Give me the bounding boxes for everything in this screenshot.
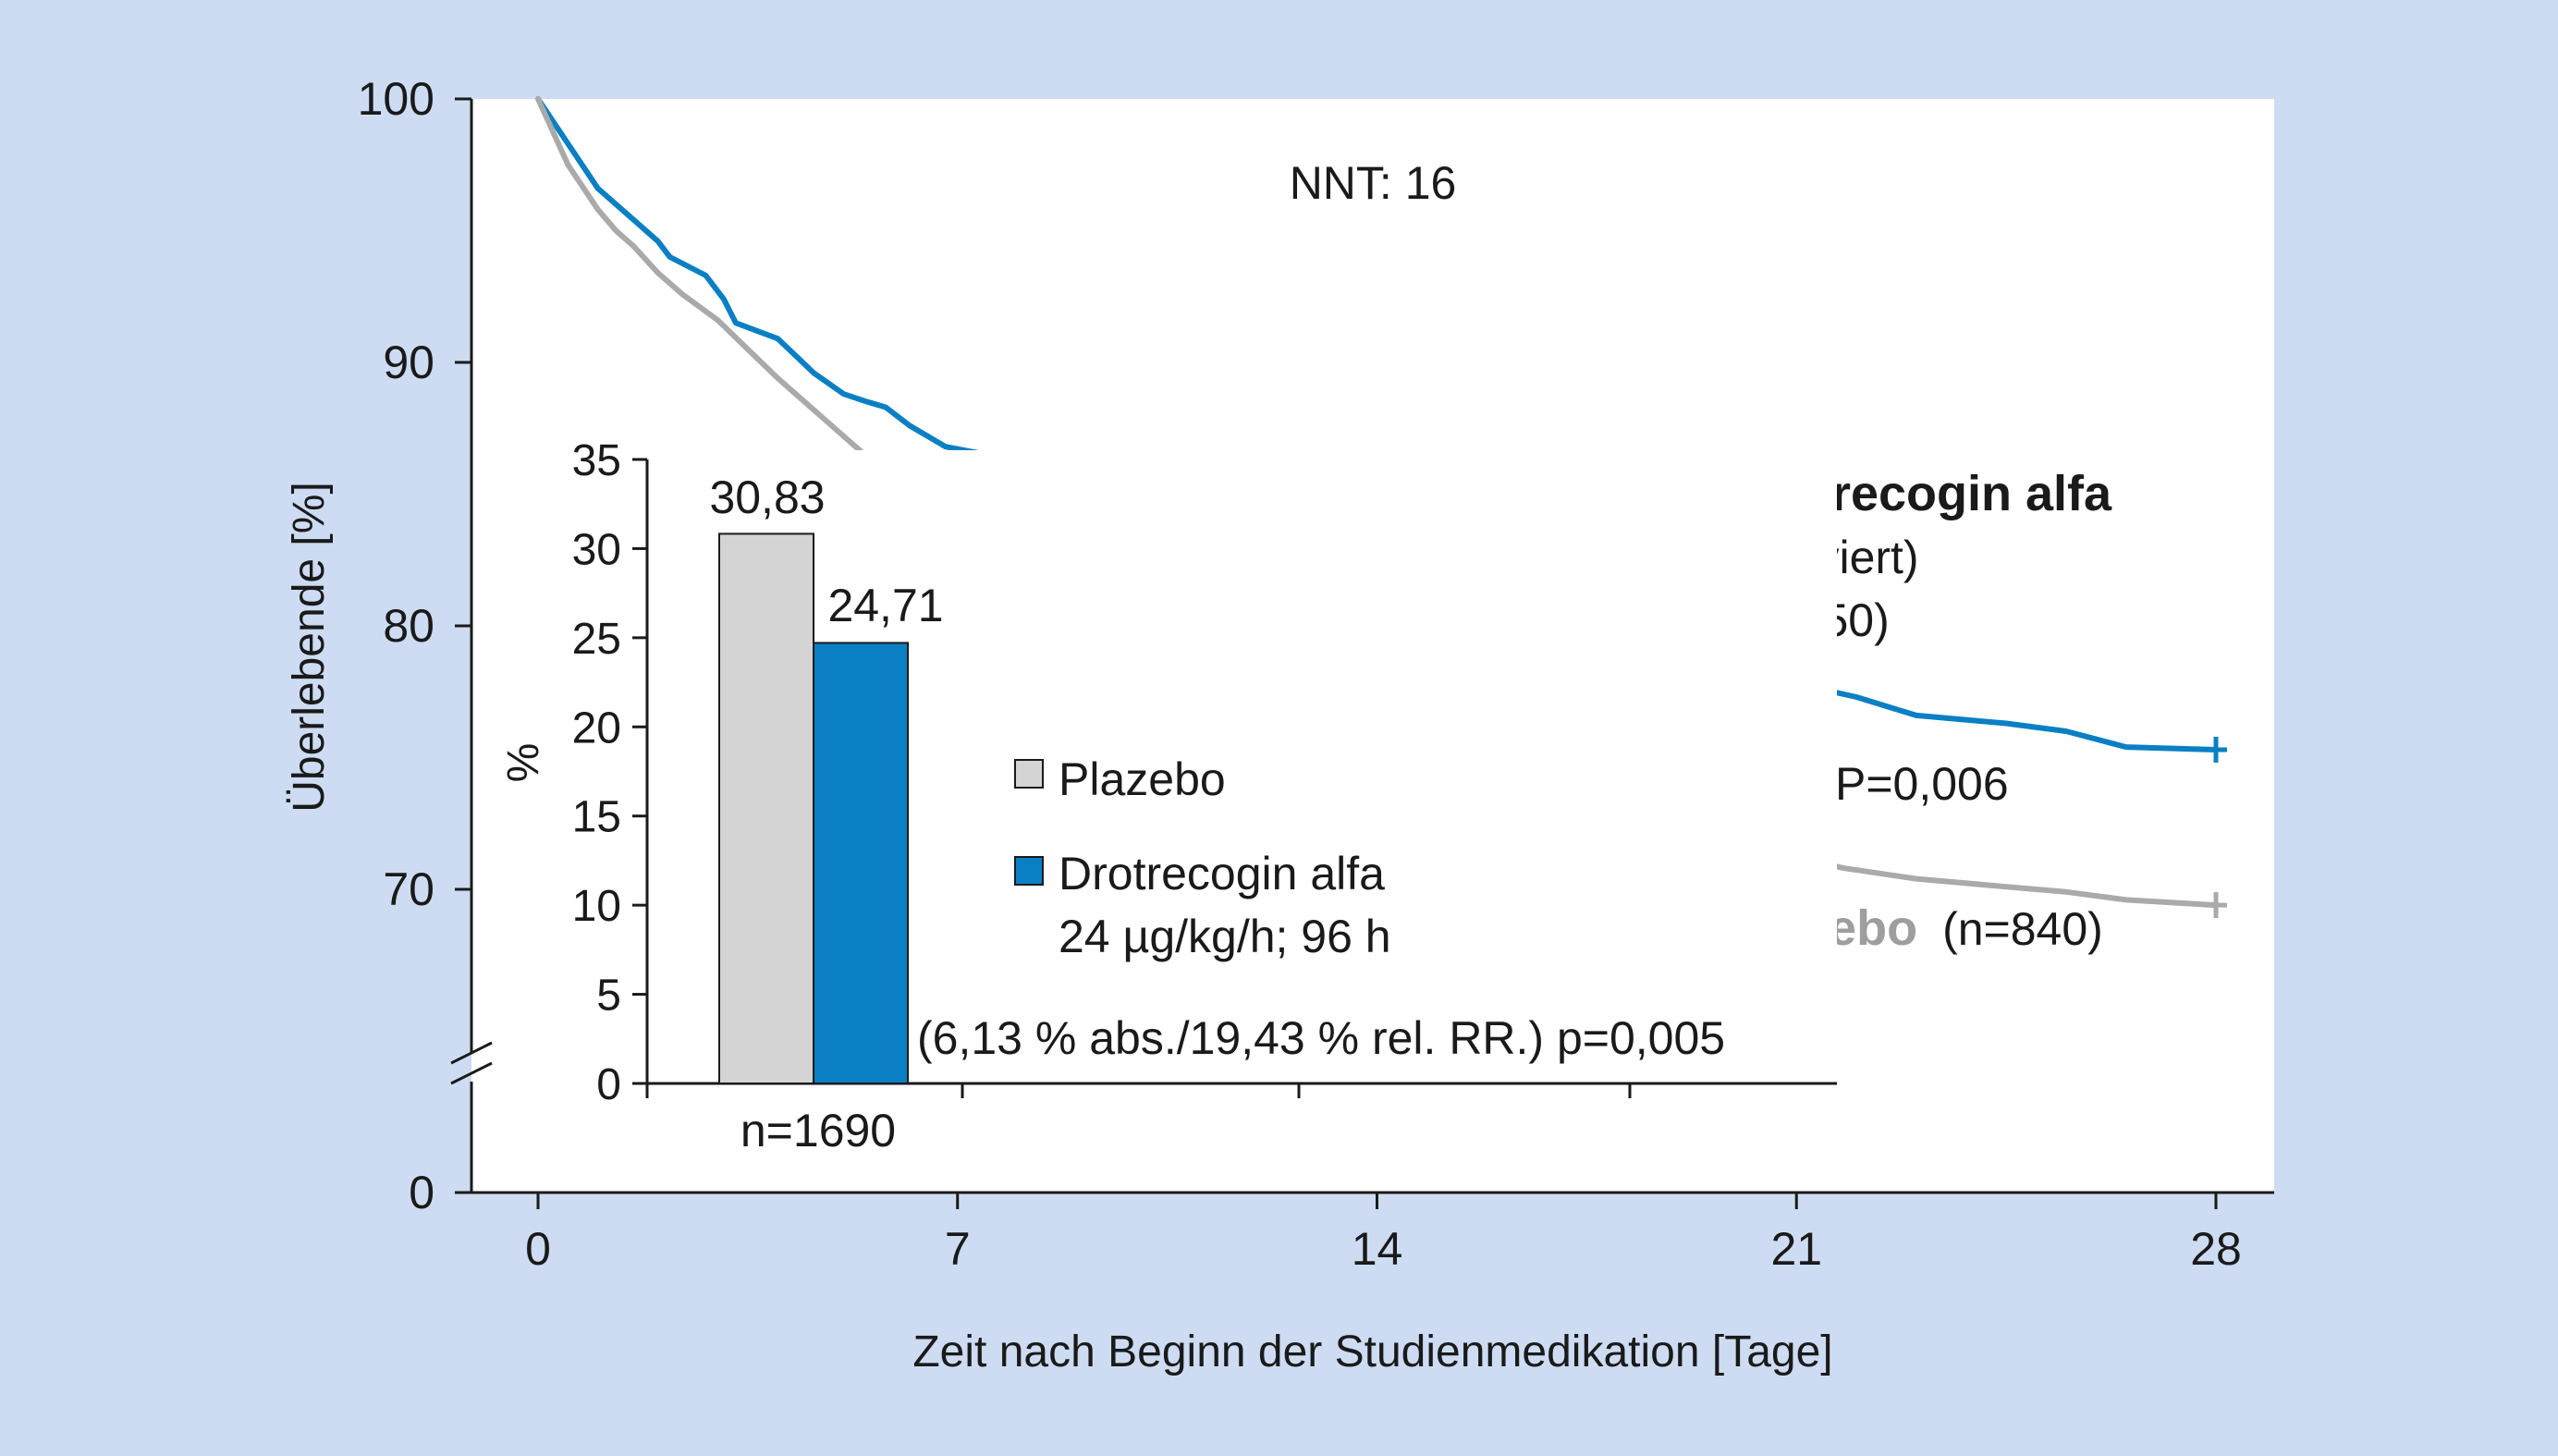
inset-y-tick-label: 25: [572, 615, 621, 664]
y-tick-label: 90: [383, 336, 434, 388]
x-tick-label: 14: [1352, 1223, 1403, 1275]
x-tick-label: 21: [1770, 1223, 1822, 1275]
inset-y-tick-label: 30: [572, 525, 621, 574]
inset-y-tick-label: 10: [572, 882, 621, 931]
inset-y-tick-label: 0: [596, 1060, 621, 1109]
x-axis-title: Zeit nach Beginn der Studienmedikation […: [912, 1328, 1832, 1376]
inset-y-tick-label: 15: [572, 793, 621, 842]
inset-annotation: (6,13 % abs./19,43 % rel. RR.) p=0,005: [917, 1012, 1725, 1064]
inset-y-tick-label: 35: [572, 436, 621, 485]
legend-swatch-plazebo: [1014, 759, 1044, 789]
legend-label-drotrecogin: Drotrecogin alfa: [1059, 848, 1385, 899]
inset-y-axis-title: %: [499, 743, 548, 783]
drotrecogin-censor-mark: [2205, 736, 2227, 763]
y-tick-label: 80: [383, 600, 434, 652]
y-tick-label: 0: [409, 1167, 434, 1218]
x-tick-label: 28: [2190, 1223, 2242, 1275]
legend-sublabel-drotrecogin: 24 µg/kg/h; 96 h: [1059, 911, 1391, 962]
axis-break-mark: [450, 1041, 493, 1065]
bar-drotrecogin: [813, 642, 909, 1084]
legend-label-plazebo: Plazebo: [1059, 753, 1226, 805]
inset-y-tick-label: 5: [596, 972, 621, 1021]
bar-value-label-drotrecogin: 24,71: [827, 580, 943, 631]
bar-plazebo: [718, 532, 814, 1084]
nnt-label: NNT: 16: [1290, 157, 1457, 209]
inset-n-label: n=1690: [740, 1105, 896, 1156]
p-value-label: P=0,006: [1835, 758, 2009, 810]
axis-break-mark: [450, 1061, 493, 1085]
x-tick-label: 7: [945, 1223, 971, 1275]
y-tick-label: 100: [358, 73, 434, 125]
y-axis-title: Überlebende [%]: [285, 482, 334, 813]
x-tick-label: 0: [525, 1223, 551, 1275]
bar-value-label-plazebo: 30,83: [709, 471, 825, 523]
placebo-censor-mark: [2205, 892, 2227, 919]
inset-bar-chart: 0 5 10 15 20 25 30 35: [572, 436, 1837, 1109]
placebo-series-n: (n=840): [1942, 903, 2103, 955]
y-tick-label: 70: [383, 863, 434, 915]
legend-swatch-drotrecogin: [1014, 856, 1044, 886]
inset-y-tick-label: 20: [572, 704, 621, 752]
